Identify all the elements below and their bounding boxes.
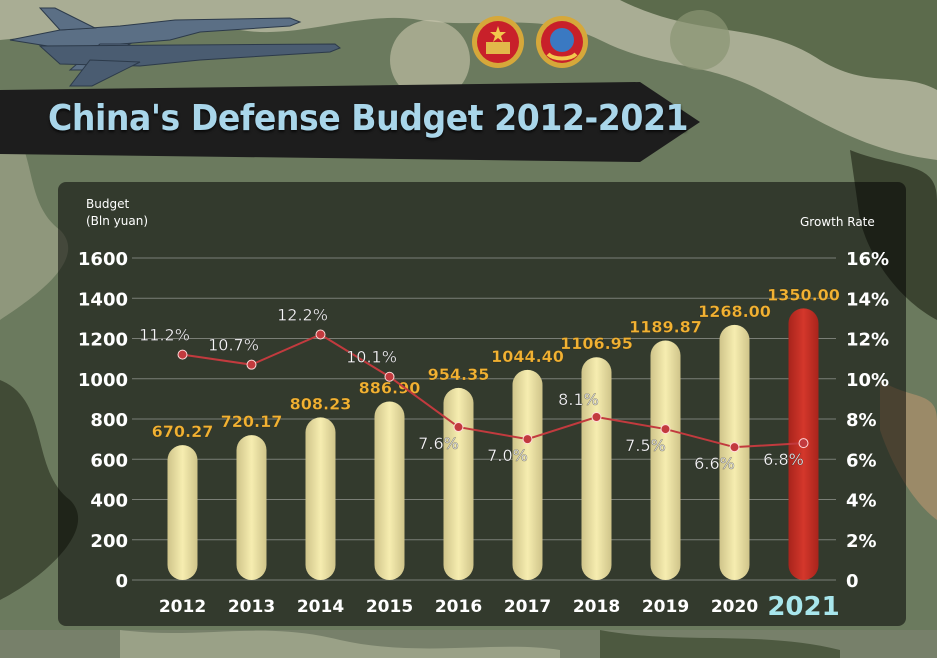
y2-tick-label: 8%: [846, 410, 877, 431]
x-tick-label-2021: 2021: [767, 592, 839, 622]
growth-rate-point: [315, 329, 326, 340]
growth-rate-point: [660, 424, 671, 435]
growth-rate-point: [729, 442, 740, 453]
growth-rate-point: [246, 359, 257, 370]
y2-tick-label: 16%: [846, 249, 889, 270]
bar-value-label: 1106.95: [560, 334, 633, 353]
bar-2016: [443, 387, 474, 580]
x-tick-label-2020: 2020: [711, 597, 758, 617]
y-tick-label: 1200: [78, 330, 128, 351]
y2-axis-label: Growth Rate: [800, 215, 875, 229]
cppcc-emblem-icon: [536, 16, 588, 68]
bar-2018: [581, 357, 612, 580]
bar-value-label: 808.23: [290, 394, 352, 413]
x-tick-label-2015: 2015: [366, 597, 413, 617]
x-tick-label-2014: 2014: [297, 597, 344, 617]
growth-rate-label: 7.6%: [418, 434, 459, 453]
bar-value-label: 670.27: [152, 422, 214, 441]
growth-rate-label: 8.1%: [558, 390, 599, 409]
growth-rate-label: 7.5%: [625, 436, 666, 455]
y2-tick-label: 10%: [846, 370, 889, 391]
y2-tick-label: 0: [846, 571, 859, 592]
growth-rate-label: 6.6%: [694, 454, 735, 473]
y-tick-label: 200: [90, 531, 128, 552]
x-tick-label-2016: 2016: [435, 597, 482, 617]
bar-2012: [167, 445, 198, 580]
bar-2014: [305, 417, 336, 580]
y-tick-label: 1000: [78, 370, 128, 391]
y-axis-label-line1: Budget: [86, 197, 130, 211]
x-tick-label-2017: 2017: [504, 597, 551, 617]
fighter-jets-image: [9, 7, 341, 87]
x-tick-label-2012: 2012: [159, 597, 206, 617]
growth-rate-label: 12.2%: [277, 305, 328, 324]
bar-2017: [512, 369, 543, 580]
growth-rate-point: [591, 411, 602, 422]
growth-rate-point: [522, 434, 533, 445]
bar-value-label: 954.35: [428, 365, 490, 384]
growth-rate-label: 10.7%: [208, 336, 259, 355]
growth-rate-label: 10.1%: [346, 348, 397, 367]
y-tick-label: 600: [90, 450, 128, 471]
bar-value-label: 1189.87: [629, 318, 702, 337]
growth-rate-point: [177, 349, 188, 360]
bar-2019: [650, 340, 681, 580]
y-tick-label: 800: [90, 410, 128, 431]
y-tick-label: 400: [90, 491, 128, 512]
y2-tick-label: 2%: [846, 531, 877, 552]
growth-rate-point: [798, 438, 809, 449]
bar-2015: [374, 401, 405, 580]
x-tick-label-2019: 2019: [642, 597, 689, 617]
y-tick-label: 1600: [78, 249, 128, 270]
y-axis-label: Budget (Bln yuan): [86, 196, 148, 230]
bar-value-label: 1044.40: [491, 347, 564, 366]
growth-rate-label: 7.0%: [487, 446, 528, 465]
bar-value-label: 1350.00: [767, 285, 840, 304]
bar-2020: [719, 324, 750, 580]
bar-value-label: 886.90: [359, 379, 421, 398]
growth-rate-line: [182, 333, 804, 449]
x-tick-label-2013: 2013: [228, 597, 275, 617]
y2-tick-label: 6%: [846, 450, 877, 471]
title-banner: [0, 82, 700, 162]
x-tick-label-2018: 2018: [573, 597, 620, 617]
y-tick-label: 0: [115, 571, 128, 592]
chart-panel: [58, 182, 906, 626]
page-title: China's Defense Budget 2012-2021: [48, 98, 689, 139]
growth-rate-label: 11.2%: [139, 326, 190, 345]
bar-value-label: 1268.00: [698, 302, 771, 321]
y2-tick-label: 12%: [846, 330, 889, 351]
y-axis-label-line2: (Bln yuan): [86, 214, 149, 228]
growth-rate-label: 6.8%: [763, 450, 804, 469]
y2-tick-label: 14%: [846, 289, 889, 310]
y2-tick-label: 4%: [846, 491, 877, 512]
bar-value-label: 720.17: [221, 412, 283, 431]
growth-rate-point: [384, 371, 395, 382]
bar-2013: [236, 435, 267, 580]
national-emblem-icon: [472, 16, 524, 68]
growth-rate-point: [453, 422, 464, 433]
y-tick-label: 1400: [78, 289, 128, 310]
